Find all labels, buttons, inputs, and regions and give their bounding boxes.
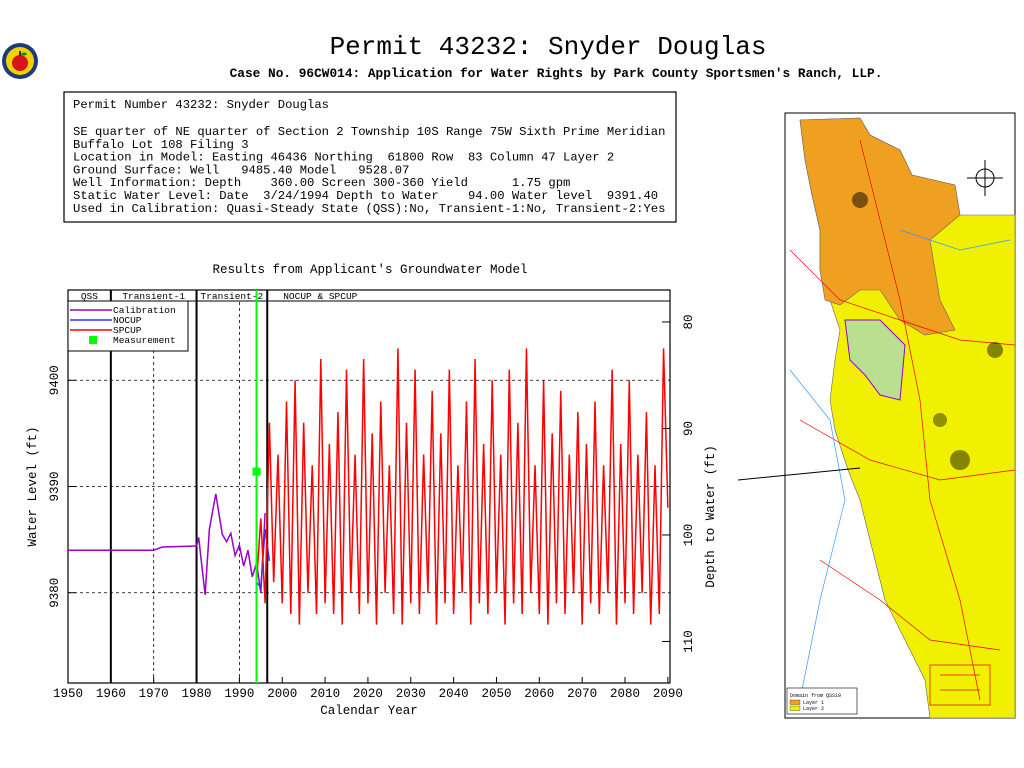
- y-tick-label: 9400: [48, 365, 62, 395]
- x-tick-label: 2020: [353, 687, 383, 701]
- info-line: Well Information: Depth 360.00 Screen 30…: [73, 176, 570, 190]
- x-tick-label: 1950: [53, 687, 83, 701]
- logo: [2, 43, 38, 79]
- legend-label: Calibration: [113, 305, 176, 316]
- x-tick-label: 2060: [524, 687, 554, 701]
- y2-axis-label: Depth to Water (ft): [704, 445, 718, 588]
- info-line: Buffalo Lot 108 Filing 3: [73, 138, 249, 152]
- x-tick-label: 2030: [396, 687, 426, 701]
- chart: Results from Applicant's Groundwater Mod…: [26, 263, 718, 718]
- y-tick-label: 9390: [48, 471, 62, 501]
- info-box: [63, 91, 677, 223]
- info-line: Used in Calibration: Quasi-Steady State …: [73, 202, 665, 216]
- x-axis-label: Calendar Year: [320, 704, 418, 718]
- info-line: SE quarter of NE quarter of Section 2 To…: [73, 125, 665, 139]
- x-tick-label: 2050: [481, 687, 511, 701]
- info-line: Permit Number 43232: Snyder Douglas: [73, 98, 329, 112]
- info-line: Static Water Level: Date 3/24/1994 Depth…: [73, 189, 658, 203]
- x-tick-label: 2040: [439, 687, 469, 701]
- page-title: Permit 43232: Snyder Douglas: [330, 32, 767, 62]
- y-tick-label: 9380: [48, 578, 62, 608]
- period-label: QSS: [81, 291, 98, 302]
- map-legend-label: Layer 1: [803, 700, 824, 706]
- x-tick-label: 2080: [610, 687, 640, 701]
- period-label: NOCUP & SPCUP: [283, 291, 357, 302]
- y2-tick-label: 100: [682, 524, 696, 547]
- period-label: Transient-2: [201, 291, 264, 302]
- page-subtitle: Case No. 96CW014: Application for Water …: [230, 66, 883, 81]
- chart-title: Results from Applicant's Groundwater Mod…: [212, 263, 527, 277]
- map-legend-swatch: [789, 705, 801, 711]
- x-tick-label: 1990: [224, 687, 254, 701]
- map-legend-swatch: [789, 699, 801, 705]
- legend-label: NOCUP: [113, 315, 142, 326]
- y2-tick-label: 80: [682, 314, 696, 329]
- legend-swatch: [89, 336, 97, 344]
- map-legend-title: Domain from QSS19: [790, 693, 841, 699]
- x-tick-label: 1970: [139, 687, 169, 701]
- x-tick-label: 2000: [267, 687, 297, 701]
- y2-tick-label: 110: [682, 630, 696, 653]
- x-tick-label: 2090: [653, 687, 683, 701]
- x-tick-label: 2070: [567, 687, 597, 701]
- series-line: [255, 348, 669, 625]
- x-tick-label: 1980: [182, 687, 212, 701]
- map-legend-label: Layer 2: [803, 706, 824, 712]
- y-axis-label: Water Level (ft): [26, 426, 40, 546]
- y2-tick-label: 90: [682, 421, 696, 436]
- info-line: Ground Surface: Well 9485.40 Model 9528.…: [73, 163, 409, 177]
- info-line: Location in Model: Easting 46436 Northin…: [73, 151, 614, 165]
- legend-label: Measurement: [113, 335, 176, 346]
- x-tick-label: 1960: [96, 687, 126, 701]
- info-lines: Permit Number 43232: Snyder Douglas SE qu…: [73, 98, 665, 216]
- period-label: Transient-1: [122, 291, 185, 302]
- measurement-point: [252, 467, 261, 476]
- series-line: [68, 493, 266, 595]
- legend-label: SPCUP: [113, 325, 142, 336]
- x-tick-label: 2010: [310, 687, 340, 701]
